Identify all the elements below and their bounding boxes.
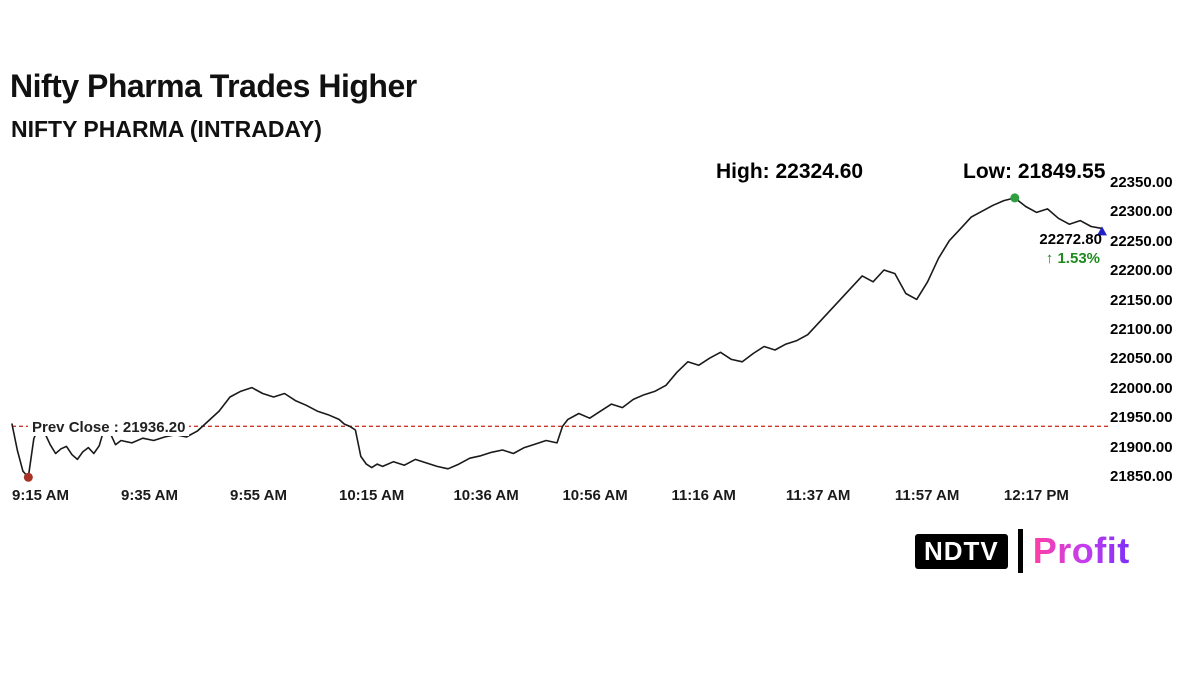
logo-divider xyxy=(1017,529,1023,573)
x-axis-tick: 12:17 PM xyxy=(1003,487,1069,504)
x-axis-tick: 9:15 AM xyxy=(12,487,69,504)
y-axis-tick: 22000.00 xyxy=(1110,379,1173,397)
y-axis-tick: 22300.00 xyxy=(1110,203,1173,221)
page-title: Nifty Pharma Trades Higher xyxy=(10,68,417,104)
high-value-label: High: 22324.60 xyxy=(716,160,864,183)
page-subtitle: NIFTY PHARMA (INTRADAY) xyxy=(11,116,322,142)
low-marker-icon xyxy=(23,472,33,482)
x-axis-tick: 11:37 AM xyxy=(785,487,851,504)
x-axis-tick: 10:56 AM xyxy=(562,487,628,504)
price-line xyxy=(11,197,1103,479)
high-marker-icon xyxy=(1010,193,1020,203)
y-axis-tick: 22050.00 xyxy=(1110,350,1173,368)
ndtv-logo-text: NDTV xyxy=(915,533,1008,569)
x-axis-tick: 10:36 AM xyxy=(453,487,519,504)
y-axis-tick: 21950.00 xyxy=(1110,409,1173,427)
y-axis-tick: 22200.00 xyxy=(1110,262,1173,280)
prev-close-label: Prev Close : 21936.20 xyxy=(28,419,190,436)
y-axis-tick: 21900.00 xyxy=(1110,438,1173,456)
x-axis-tick: 10:15 AM xyxy=(339,487,405,504)
y-axis-tick: 22150.00 xyxy=(1110,291,1173,309)
profit-logo-text: Profit xyxy=(1032,530,1130,571)
change-percent-label: ↑ 1.53% xyxy=(1045,250,1100,267)
y-axis-tick: 21850.00 xyxy=(1110,468,1173,485)
last-marker-icon xyxy=(1097,226,1107,236)
x-axis-tick: 11:16 AM xyxy=(671,487,736,504)
x-axis-tick: 9:55 AM xyxy=(230,487,287,504)
y-axis-tick: 22250.00 xyxy=(1110,232,1173,250)
x-axis-tick: 9:35 AM xyxy=(121,487,178,504)
y-axis-tick: 22350.00 xyxy=(1110,174,1173,191)
last-price-label: 22272.80 xyxy=(1039,231,1102,248)
y-axis-tick: 22100.00 xyxy=(1110,321,1173,338)
low-value-label: Low: 21849.55 xyxy=(963,160,1106,183)
x-axis-tick: 11:57 AM xyxy=(894,487,960,504)
ndtv-profit-logo: NDTV Profit xyxy=(915,529,1130,573)
